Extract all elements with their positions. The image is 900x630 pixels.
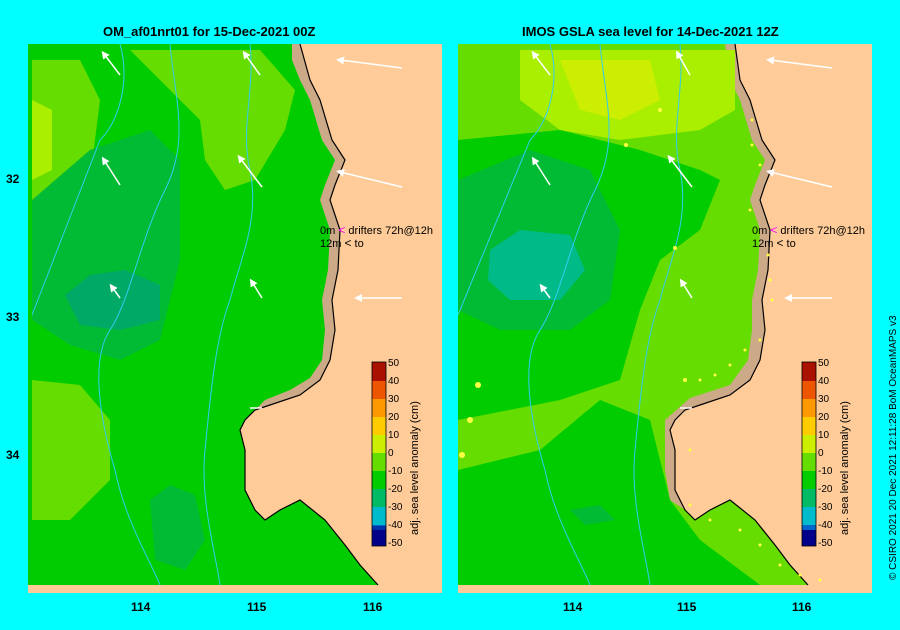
svg-text:-10: -10: [818, 466, 833, 477]
left-arrow-6: [249, 278, 263, 299]
svg-text:20: 20: [818, 412, 830, 423]
left-coast-strip: [255, 44, 345, 410]
left-colorbar-label: adj. sea level anomaly (cm): [409, 401, 421, 535]
left-warm-blob-left-inner: [32, 100, 52, 180]
svg-text:30: 30: [818, 394, 830, 405]
right-colorbar-label: adj. sea level anomaly (cm): [839, 401, 851, 535]
right-arrow-7: [766, 56, 833, 69]
right-arrow-1: [531, 50, 551, 76]
right-legend-drifters: drifters 72h@12h: [780, 225, 865, 237]
left-cool-core: [65, 270, 160, 330]
right-warm-top-core: [560, 60, 660, 120]
lat-tick-34: 34: [6, 448, 20, 462]
left-colorbar-ticks: 50 40 30 20 10 0 -10 -20 -30 -40 -50: [388, 358, 403, 549]
right-arrow-8: [766, 169, 833, 188]
right-map-panel: [457, 43, 872, 593]
left-arrow-3: [101, 156, 121, 186]
svg-text:0: 0: [818, 448, 824, 459]
right-lon-tick-116: 116: [792, 600, 812, 614]
left-warm-blob-top: [130, 50, 295, 190]
right-isobath-3: [457, 43, 555, 316]
left-legend-arrow-magenta: <: [338, 223, 346, 237]
left-legend-drifters: drifters 72h@12h: [348, 225, 433, 237]
svg-text:40: 40: [818, 376, 830, 387]
right-south-band: [458, 400, 760, 585]
left-isobath-1: [98, 43, 180, 586]
right-map-title: IMOS GSLA sea level for 14-Dec-2021 12Z: [522, 24, 779, 39]
svg-text:40: 40: [388, 376, 400, 387]
left-arrow-1: [101, 50, 121, 76]
right-legend-depth-0: 0m: [752, 225, 768, 237]
right-isobath-2: [633, 43, 684, 586]
svg-text:-40: -40: [818, 520, 833, 531]
right-legend-to: to: [786, 238, 796, 250]
left-legend-to: to: [354, 238, 364, 250]
svg-text:10: 10: [818, 430, 830, 441]
left-legend-row1: 0m < drifters 72h@12h: [320, 223, 433, 237]
left-warm-blob-bottom: [32, 380, 110, 520]
left-legend-row2: 12m < to: [320, 236, 364, 250]
lat-tick-33: 33: [6, 310, 20, 324]
svg-text:-20: -20: [818, 484, 833, 495]
svg-text:20: 20: [388, 412, 400, 423]
left-legend-arrow-black: <: [344, 236, 352, 250]
svg-text:0: 0: [388, 448, 394, 459]
right-legend-depth-12: 12m: [752, 238, 774, 250]
left-isobath-2: [203, 43, 254, 586]
right-colorbar: [801, 361, 817, 547]
right-legend-arrow-black: <: [776, 236, 784, 250]
left-arrow-2: [242, 50, 261, 76]
lat-tick-32: 32: [6, 172, 20, 186]
left-arrow-5: [109, 283, 121, 299]
left-lon-tick-114: 114: [131, 600, 151, 614]
right-arrow-6: [679, 278, 693, 299]
right-arrow-5: [539, 283, 551, 299]
right-arrow-2: [676, 50, 691, 76]
svg-text:-40: -40: [388, 520, 403, 531]
right-lon-tick-114: 114: [563, 600, 583, 614]
svg-text:-30: -30: [388, 502, 403, 513]
credit-text: © CSIRO 2021 20 Dec 2021 12:11:28 BoM Oc…: [888, 315, 899, 580]
left-arrow-4: [237, 154, 263, 188]
right-isobath-1: [528, 43, 610, 586]
right-arrow-3: [531, 156, 551, 186]
left-isobath-3: [31, 43, 125, 316]
svg-text:-50: -50: [818, 538, 833, 549]
svg-text:-20: -20: [388, 484, 403, 495]
svg-text:10: 10: [388, 430, 400, 441]
right-south-core: [570, 505, 615, 525]
left-lon-tick-115: 115: [247, 600, 267, 614]
left-map-panel: [28, 43, 442, 593]
left-lon-tick-116: 116: [363, 600, 383, 614]
left-arrow-8: [336, 169, 403, 188]
svg-text:30: 30: [388, 394, 400, 405]
svg-text:50: 50: [388, 358, 400, 369]
svg-text:-10: -10: [388, 466, 403, 477]
left-map-title: OM_af01nrt01 for 15-Dec-2021 00Z: [103, 24, 316, 39]
svg-text:-50: -50: [388, 538, 403, 549]
left-arrow-7: [336, 56, 403, 69]
left-legend-depth-0: 0m: [320, 225, 336, 237]
left-cool-blob-south: [150, 485, 205, 570]
left-legend-depth-12: 12m: [320, 238, 342, 250]
right-obs-dots: [459, 108, 822, 582]
right-colorbar-ticks: 50 40 30 20 10 0 -10 -20 -30 -40 -50: [818, 358, 833, 549]
right-legend-arrow-magenta: <: [770, 223, 778, 237]
right-legend-row2: 12m < to: [752, 236, 796, 250]
right-arrow-4: [667, 154, 693, 188]
right-legend-row1: 0m < drifters 72h@12h: [752, 223, 865, 237]
svg-text:50: 50: [818, 358, 830, 369]
svg-text:-30: -30: [818, 502, 833, 513]
right-lon-tick-115: 115: [677, 600, 697, 614]
left-colorbar: [371, 361, 387, 547]
